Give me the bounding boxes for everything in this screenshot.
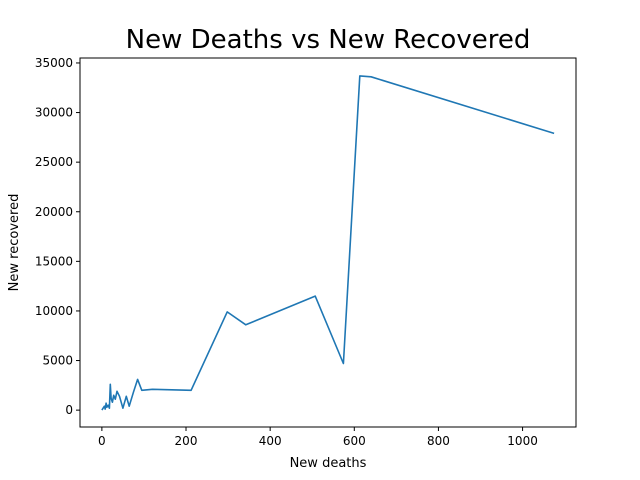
y-tick-label: 25000 [35,155,73,169]
y-tick-label: 30000 [35,106,73,120]
x-tick-label: 800 [427,434,450,448]
plot-area [79,57,577,428]
x-tick-label: 600 [343,434,366,448]
y-tick-label: 35000 [35,56,73,70]
y-tick-label: 5000 [42,354,73,368]
y-tick-label: 10000 [35,304,73,318]
y-axis: 0 5000 10000 15000 20000 25000 30000 35000 [35,56,80,417]
y-tick-label: 15000 [35,254,73,268]
series-layer [101,75,555,411]
x-tick-label: 400 [259,434,282,448]
x-tick-label: 200 [175,434,198,448]
x-axis-label: New deaths [290,456,367,471]
x-tick-label: 1000 [507,434,538,448]
y-tick-label: 0 [65,403,73,417]
chart-title: New Deaths vs New Recovered [126,25,531,55]
x-axis: 0 200 400 600 800 1000 [98,427,538,448]
x-tick-label: 0 [98,434,106,448]
series-line [101,75,555,411]
y-axis-label: New recovered [7,194,22,292]
plot-frame [79,57,577,428]
y-tick-label: 20000 [35,205,73,219]
